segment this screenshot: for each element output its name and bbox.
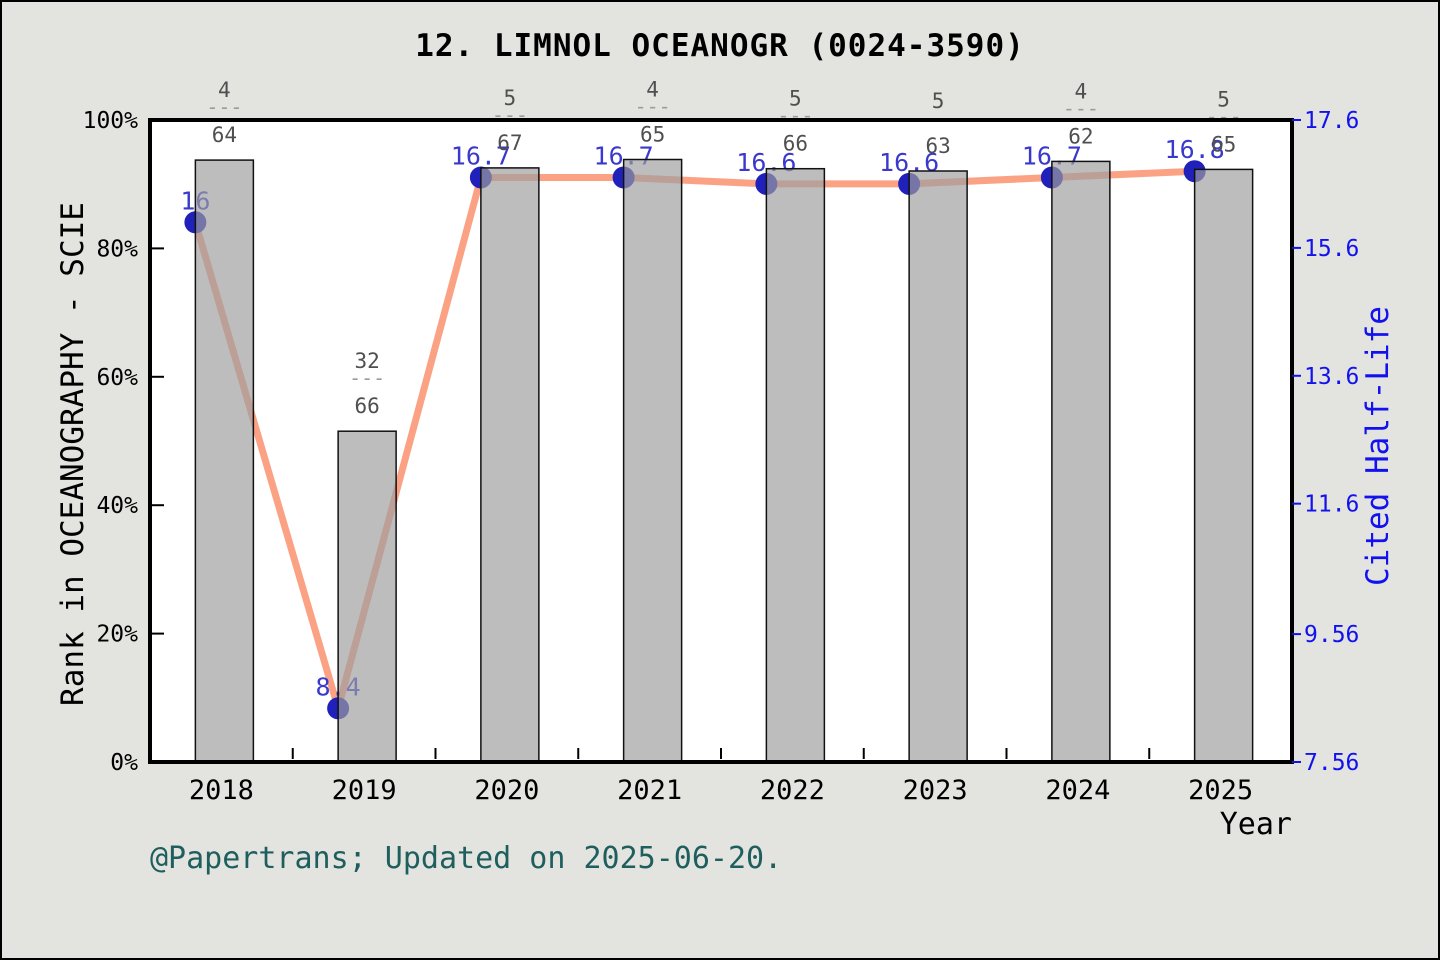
fraction-denominator-2023: 63 xyxy=(925,134,950,158)
point-value-label-2025: 16.8 xyxy=(1165,135,1225,164)
right-tick-label: 15.6 xyxy=(1304,236,1359,262)
rank-bar-2025 xyxy=(1193,168,1254,763)
fraction-numerator-2019: 32 xyxy=(354,349,379,373)
fraction-numerator-2022: 5 xyxy=(789,87,802,111)
fraction-divider-2021: --- xyxy=(635,95,671,119)
rank-bar-2023 xyxy=(908,170,968,763)
year-tick-label: 2022 xyxy=(760,775,825,806)
right-tick-label: 11.6 xyxy=(1304,492,1359,518)
fraction-denominator-2021: 65 xyxy=(640,123,665,147)
left-tick-label: 0% xyxy=(110,750,138,776)
point-value-label-2020: 16.7 xyxy=(451,142,511,171)
right-tick-label: 13.6 xyxy=(1304,364,1359,390)
fraction-denominator-2018: 64 xyxy=(212,123,237,147)
fraction-denominator-2022: 66 xyxy=(783,132,808,156)
year-tick-label: 2020 xyxy=(474,775,539,806)
left-tick-label: 40% xyxy=(96,493,138,519)
fraction-numerator-2020: 5 xyxy=(504,86,517,110)
rank-bar-2018 xyxy=(194,159,255,763)
fraction-divider-2022: --- xyxy=(777,104,813,128)
fraction-denominator-2020: 67 xyxy=(497,131,522,155)
left-tick-label: 60% xyxy=(96,365,138,391)
plot-frame-border xyxy=(148,118,1294,764)
rank-bar-2019 xyxy=(337,430,397,763)
watermark-text: @Papertrans; Updated on 2025-06-20. xyxy=(150,841,783,876)
right-tick-label: 17.6 xyxy=(1304,108,1359,134)
left-axis-title: Rank in OCEANOGRAPHY - SCIE xyxy=(55,202,91,706)
fraction-numerator-2023: 5 xyxy=(932,89,945,113)
fraction-divider-2025: --- xyxy=(1206,104,1242,128)
chart-title: 12. LIMNOL OCEANOGR (0024-3590) xyxy=(415,28,1025,64)
rank-bar-2022 xyxy=(765,167,826,763)
fraction-denominator-2025: 65 xyxy=(1211,132,1236,156)
rank-bar-2021 xyxy=(622,158,683,763)
year-tick-label: 2025 xyxy=(1188,775,1253,806)
right-tick-label: 7.56 xyxy=(1304,750,1359,776)
fraction-denominator-2019: 66 xyxy=(354,394,379,418)
left-tick-label: 100% xyxy=(83,108,139,134)
x-axis-title: Year xyxy=(1219,807,1292,842)
right-axis-title: Cited Half-Life xyxy=(1360,306,1396,586)
year-tick-label: 2024 xyxy=(1045,775,1110,806)
left-tick-label: 80% xyxy=(96,236,138,262)
left-tick-label: 20% xyxy=(96,622,138,648)
fraction-numerator-2021: 4 xyxy=(646,78,659,102)
rank-bar-2024 xyxy=(1051,160,1111,763)
year-tick-label: 2023 xyxy=(903,775,968,806)
fraction-divider-2019: --- xyxy=(349,366,385,390)
fraction-numerator-2018: 4 xyxy=(218,78,231,102)
rank-bar-2020 xyxy=(480,167,540,763)
year-tick-label: 2021 xyxy=(617,775,682,806)
fraction-divider-2024: --- xyxy=(1063,96,1099,120)
fraction-divider-2018: --- xyxy=(206,95,242,119)
fraction-divider-2020: --- xyxy=(492,103,528,127)
right-tick-label: 9.56 xyxy=(1304,622,1359,648)
fraction-numerator-2025: 5 xyxy=(1217,87,1230,111)
fraction-denominator-2024: 62 xyxy=(1068,124,1093,148)
year-tick-label: 2018 xyxy=(189,775,254,806)
year-tick-label: 2019 xyxy=(332,775,397,806)
fraction-numerator-2024: 4 xyxy=(1075,79,1088,103)
